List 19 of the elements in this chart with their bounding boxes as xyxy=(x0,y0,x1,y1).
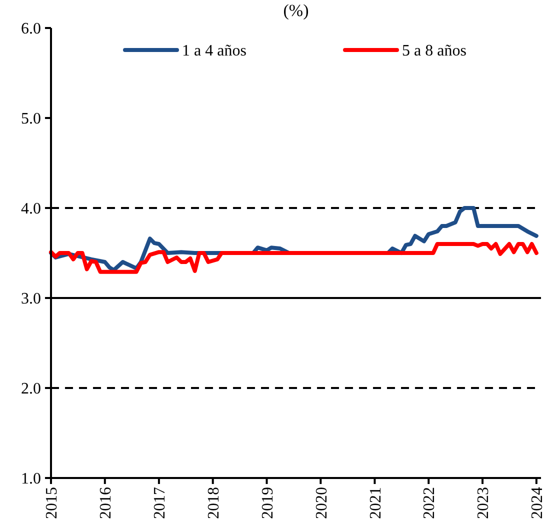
y-tick-label: 2.0 xyxy=(21,380,41,398)
x-tick-label: 2017 xyxy=(152,487,169,519)
x-tick-label: 2015 xyxy=(44,487,61,519)
y-tick-label: 1.0 xyxy=(21,470,41,488)
x-tick-label: 2020 xyxy=(313,487,330,519)
x-tick-label: 2021 xyxy=(367,487,384,519)
y-tick-label: 5.0 xyxy=(21,110,41,128)
y-tick-label: 3.0 xyxy=(21,290,41,308)
chart-title: (%) xyxy=(283,1,309,20)
y-tick-label: 6.0 xyxy=(21,20,41,38)
x-tick-label: 2016 xyxy=(98,487,115,519)
x-tick-label: 2018 xyxy=(205,487,222,519)
x-tick-label: 2022 xyxy=(421,487,438,519)
legend-label: 1 a 4 años xyxy=(182,42,246,60)
x-tick-label: 2023 xyxy=(475,487,492,519)
y-tick-label: 4.0 xyxy=(21,200,41,218)
legend-label: 5 a 8 años xyxy=(402,42,466,60)
x-tick-label: 2024 xyxy=(529,487,546,519)
x-tick-label: 2019 xyxy=(259,487,276,519)
